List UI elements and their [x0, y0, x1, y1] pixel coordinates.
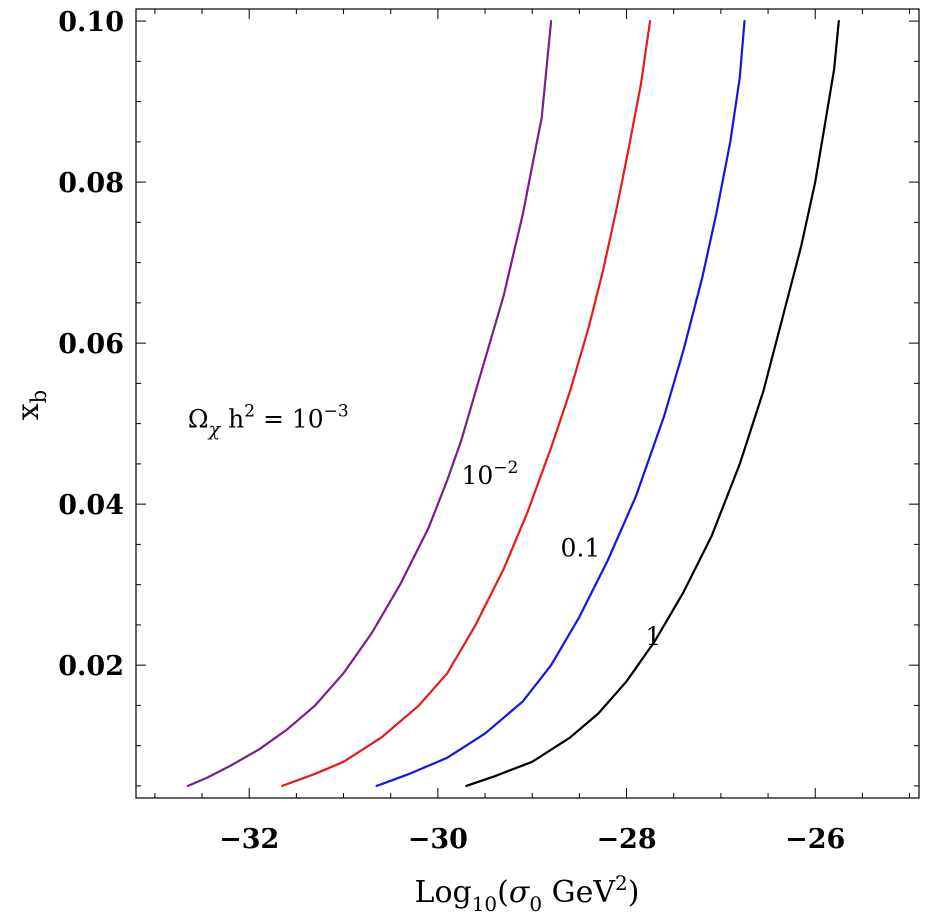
annotations: Ωχ h2 = 10−3 10−2 0.1 1 — [188, 402, 661, 651]
x-axis-title-close: ) — [628, 875, 640, 910]
curve-label-omega: Ω — [188, 405, 209, 434]
curve-label-text: 0.1 — [561, 533, 601, 562]
y-tick-label: 0.04 — [58, 490, 124, 521]
curve-label-h: h — [220, 405, 244, 434]
y-tick-label: 0.08 — [58, 168, 124, 199]
series-line-4 — [465, 20, 840, 787]
x-tick-label: −30 — [408, 824, 468, 855]
x-tick-label: −26 — [785, 824, 845, 855]
curve-label-2: 10−2 — [461, 458, 518, 490]
curve-label-h-sup: 2 — [244, 402, 255, 422]
x-axis-title-sigma: σ — [509, 875, 531, 910]
x-tick-label: −28 — [596, 824, 656, 855]
y-tick-label: 0.10 — [58, 7, 124, 38]
x-axis-title-sub: 10 — [472, 892, 497, 916]
y-tick-label: 0.06 — [58, 329, 124, 360]
curve-label-equals: = 10 — [255, 405, 324, 434]
x-axis-title-prefix: Log — [415, 875, 472, 910]
series-group — [186, 20, 840, 787]
x-axis-title-sup: 2 — [615, 871, 628, 895]
y-axis-title-base: x — [11, 403, 46, 420]
x-tick-labels: −32 −30 −28 −26 — [219, 824, 845, 855]
curve-label-3: 0.1 — [561, 533, 601, 562]
curve-label-text: 1 — [645, 622, 661, 651]
x-tick-label: −32 — [219, 824, 279, 855]
x-axis-title: Log10(σ0 GeV2) — [415, 871, 640, 916]
plot-frame — [135, 8, 920, 799]
curve-label-exponent: −3 — [324, 402, 349, 422]
curve-label-base: 10 — [461, 461, 493, 490]
y-axis-title: xb — [11, 390, 51, 420]
y-tick-labels: 0.02 0.04 0.06 0.08 0.10 — [58, 7, 124, 682]
x-axis-title-unit: GeV — [542, 875, 616, 910]
curve-label-omega-sub: χ — [207, 419, 222, 441]
y-axis-title-sub: b — [27, 390, 51, 403]
x-axis-title-open: ( — [497, 875, 509, 910]
curve-label-1: Ωχ h2 = 10−3 — [188, 402, 349, 441]
curve-label-4: 1 — [645, 622, 661, 651]
y-tick-label: 0.02 — [58, 651, 124, 682]
series-line-2 — [281, 20, 652, 787]
axis-ticks — [136, 9, 919, 798]
series-line-3 — [375, 20, 746, 787]
x-axis-title-sigma-sub: 0 — [529, 892, 542, 916]
curve-label-exponent: −2 — [493, 458, 518, 478]
series-line-1 — [186, 20, 553, 787]
